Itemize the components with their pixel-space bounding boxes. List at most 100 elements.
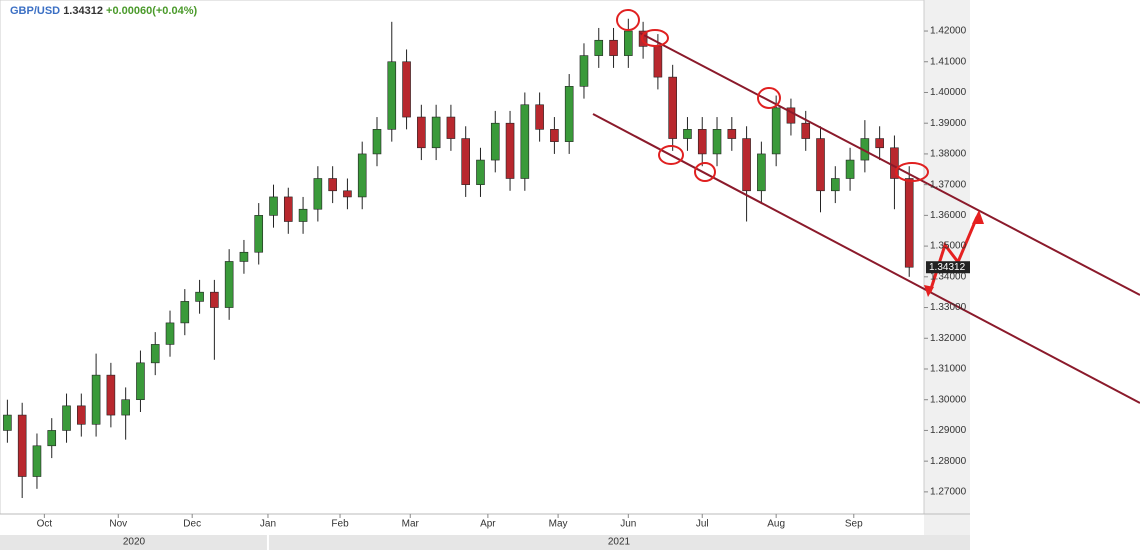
candle-body xyxy=(91,374,101,425)
y-axis-panel xyxy=(924,0,970,550)
header: GBP/USD 1.34312 +0.00060(+0.04%) xyxy=(10,5,197,17)
candle-body xyxy=(47,430,57,447)
last-price-label: 1.34312 xyxy=(929,262,966,273)
candle-body xyxy=(283,196,293,222)
candle-body xyxy=(106,374,116,416)
candle-body xyxy=(771,107,781,155)
candle-body xyxy=(402,61,411,118)
candle-body xyxy=(165,322,175,345)
candle-body xyxy=(298,208,308,222)
candle-body xyxy=(830,178,840,192)
x-tick-label: Jul xyxy=(696,519,709,530)
candle-body xyxy=(845,159,855,179)
x-tick-label: May xyxy=(549,519,568,530)
candle-body xyxy=(505,122,515,179)
y-tick-label: 1.30000 xyxy=(930,394,967,405)
candle-body xyxy=(550,129,559,142)
x-tick-label: Dec xyxy=(183,519,201,530)
arrow-head xyxy=(972,210,984,224)
channel-lower xyxy=(592,113,1140,404)
y-tick-label: 1.28000 xyxy=(930,456,967,467)
x-tick-label: Sep xyxy=(845,519,863,530)
candle-body xyxy=(121,399,130,416)
candle-body xyxy=(786,107,796,124)
y-tick-label: 1.39000 xyxy=(930,118,967,129)
candle-body xyxy=(343,190,352,198)
x-tick-label: Jun xyxy=(620,519,636,530)
x-tick-label: Apr xyxy=(480,519,496,530)
candle-body xyxy=(564,86,574,142)
candle-body xyxy=(727,129,737,139)
plot-area xyxy=(0,0,925,515)
arrow-head xyxy=(924,285,934,297)
candle-body xyxy=(683,129,692,139)
candle-body xyxy=(609,39,618,56)
candle-body xyxy=(742,138,751,192)
candle-body xyxy=(579,55,589,87)
y-tick-label: 1.38000 xyxy=(930,149,967,160)
y-tick-label: 1.34000 xyxy=(930,271,967,282)
candle-body xyxy=(697,129,707,155)
y-tick-label: 1.36000 xyxy=(930,210,967,221)
candle-body xyxy=(372,129,382,155)
x-tick-label: Nov xyxy=(109,519,127,530)
candles xyxy=(3,18,914,499)
candle-body xyxy=(239,251,249,262)
candle-body xyxy=(446,116,456,139)
candle-body xyxy=(875,138,884,149)
candle-body xyxy=(77,405,86,425)
candle-body xyxy=(712,129,722,155)
x-tick-label: Mar xyxy=(402,519,420,530)
year-label: 2020 xyxy=(123,537,146,548)
y-tick-label: 1.29000 xyxy=(930,425,967,436)
candle-body xyxy=(3,414,12,431)
candle-body xyxy=(638,30,648,47)
axes: 1.27000 1.28000 1.29000 1.30000 1.31000 1.320… xyxy=(37,26,970,550)
y-tick-label: 1.40000 xyxy=(930,87,967,98)
year-bar xyxy=(0,535,970,550)
candle-body xyxy=(328,178,337,192)
candle-body xyxy=(624,30,633,56)
candle-body xyxy=(210,291,219,308)
candle-body xyxy=(816,138,825,192)
candle-body xyxy=(313,178,323,210)
highlight-circle xyxy=(616,9,640,31)
highlight-circle xyxy=(641,29,669,47)
candle-body xyxy=(490,122,500,161)
candle-body xyxy=(594,39,604,56)
candle-body xyxy=(801,122,811,139)
candle-body xyxy=(32,445,42,477)
y-tick-label: 1.35000 xyxy=(930,241,967,252)
y-tick-label: 1.32000 xyxy=(930,333,967,344)
highlight-circle xyxy=(658,145,684,165)
candle-body xyxy=(180,301,190,324)
candle-body xyxy=(357,153,367,198)
candle-body xyxy=(417,116,426,149)
candle-body xyxy=(668,76,677,139)
y-tick-label: 1.33000 xyxy=(930,302,967,313)
candle-body xyxy=(254,215,264,253)
candle-body xyxy=(535,104,544,130)
x-tick-label: Feb xyxy=(331,519,349,530)
y-tick-label: 1.41000 xyxy=(930,56,967,67)
y-tick-label: 1.37000 xyxy=(930,179,967,190)
candle-body xyxy=(224,261,234,308)
y-tick-label: 1.27000 xyxy=(930,487,967,498)
candle-body xyxy=(195,291,204,302)
candle-body xyxy=(269,196,278,216)
year-label: 2021 xyxy=(608,537,631,548)
highlight-circle xyxy=(895,162,929,182)
candle-body xyxy=(17,414,27,477)
highlight-circle xyxy=(757,87,781,109)
x-tick-label: Oct xyxy=(37,519,53,530)
candle-body xyxy=(431,116,441,149)
candle-body xyxy=(461,138,470,185)
y-tick-label: 1.31000 xyxy=(930,364,967,375)
channel-upper xyxy=(639,32,1140,296)
y-tick-label: 1.42000 xyxy=(930,26,967,37)
candle-body xyxy=(904,178,914,268)
candle-body xyxy=(150,344,160,364)
candle-body xyxy=(757,153,766,192)
annotations xyxy=(592,9,1140,404)
